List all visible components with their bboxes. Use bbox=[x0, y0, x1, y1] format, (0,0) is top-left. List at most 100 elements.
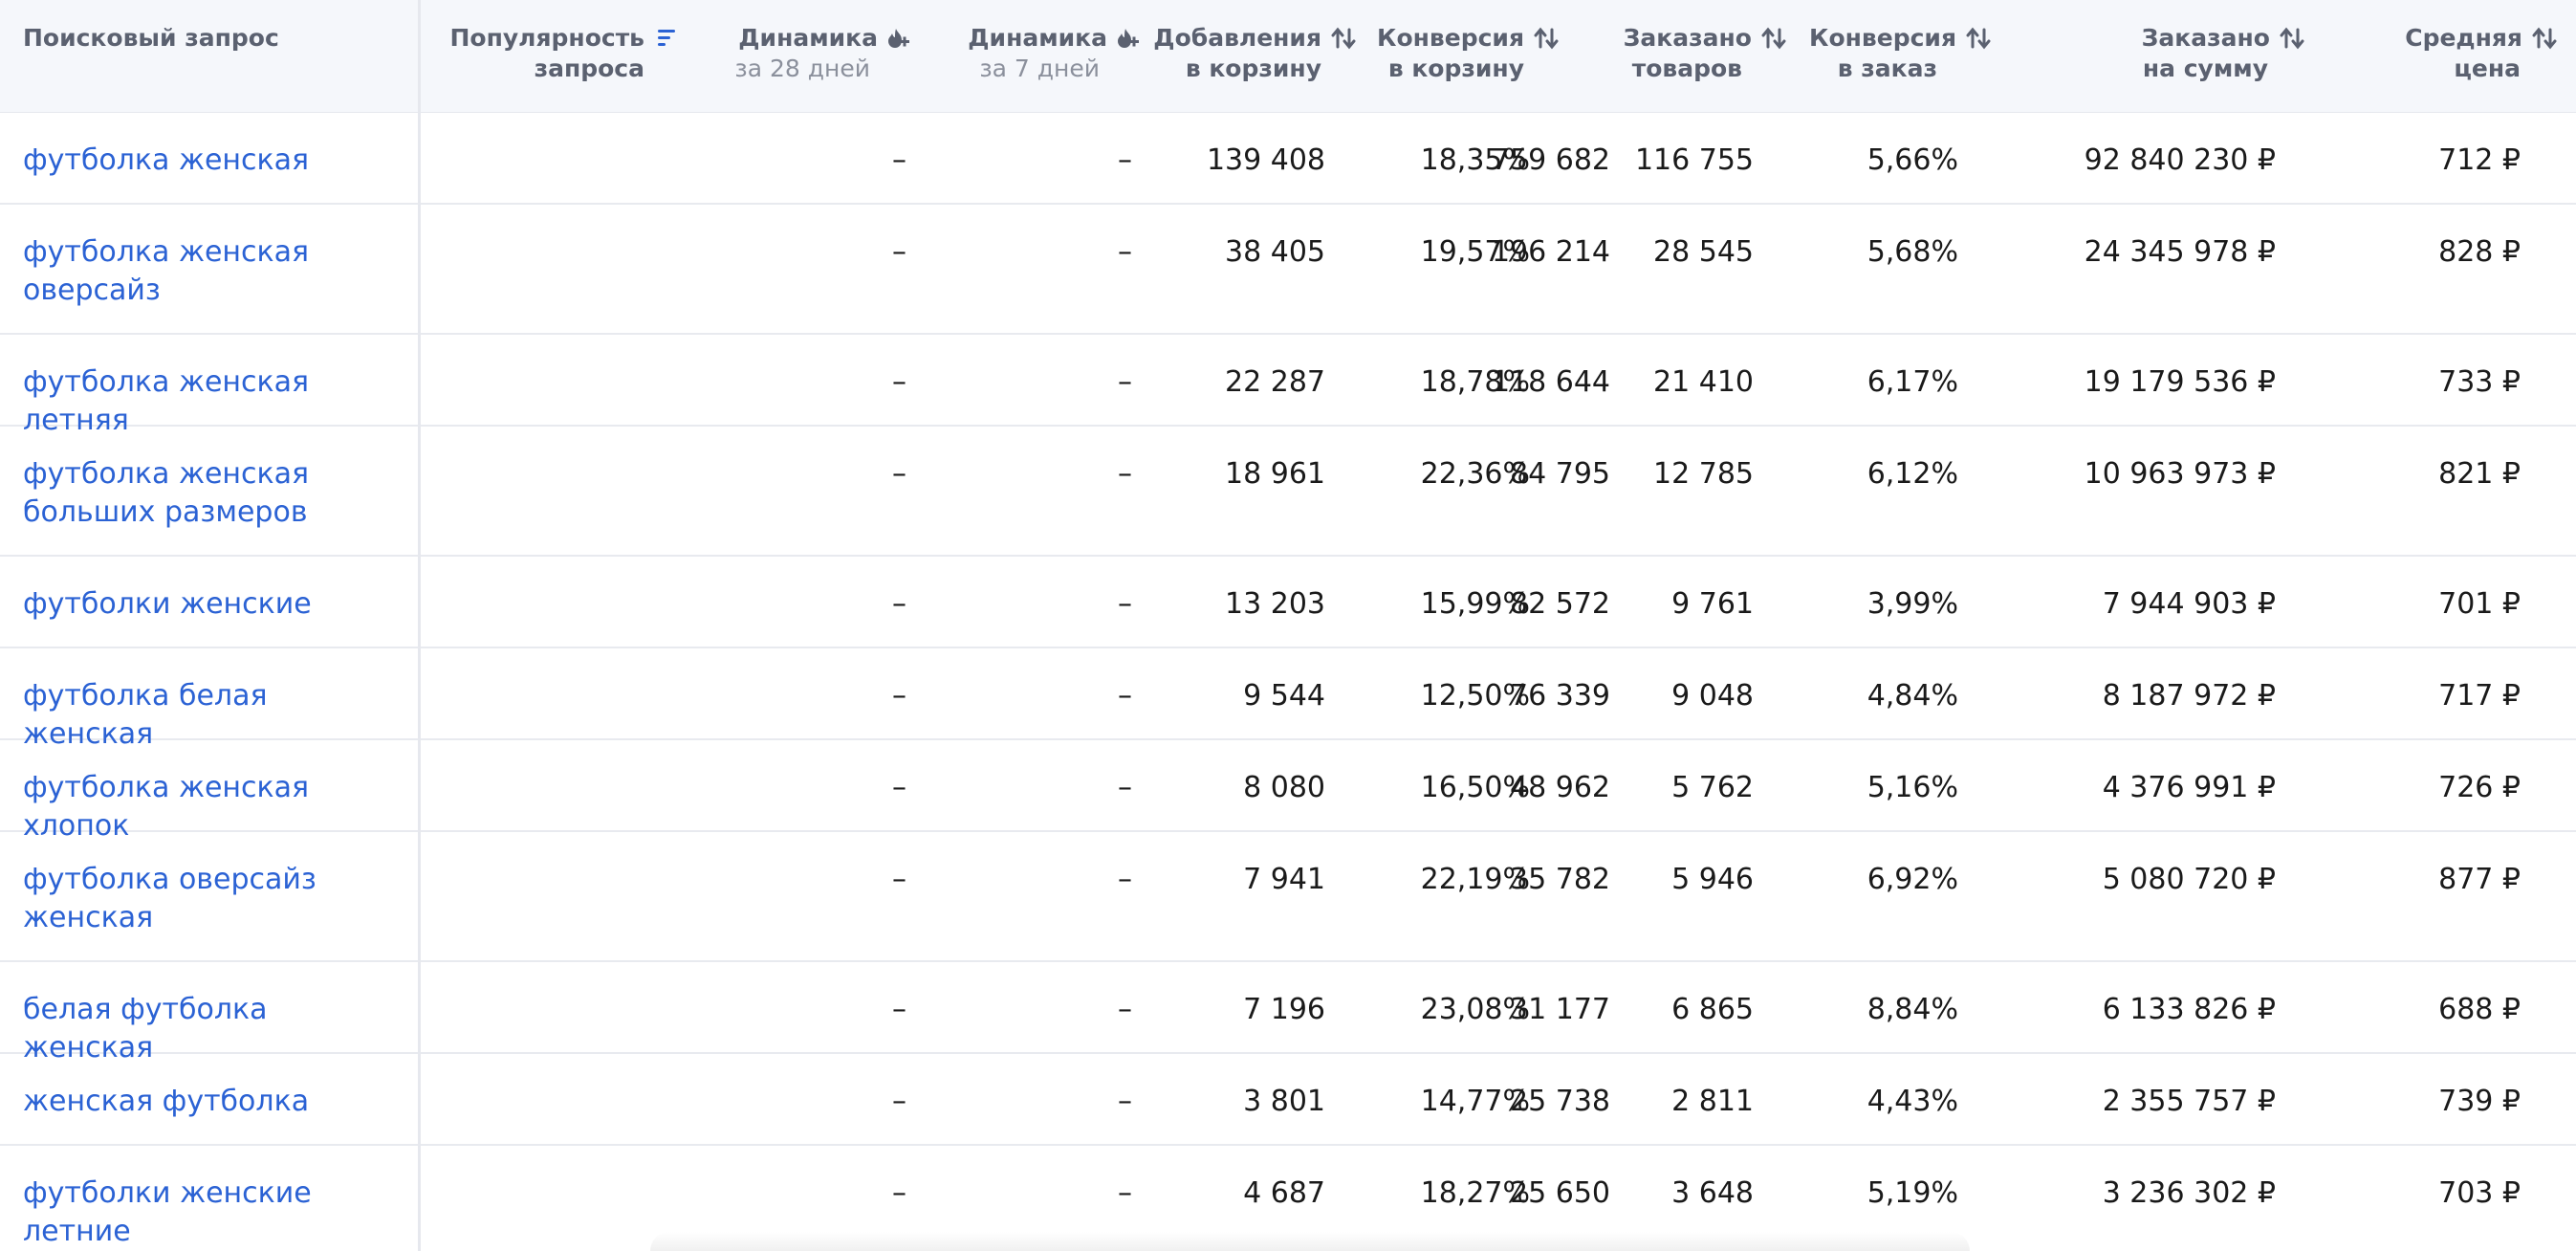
average-price-cell: 703 ₽ bbox=[2438, 1176, 2521, 1210]
query-link[interactable]: футболка женская больших размеров bbox=[23, 457, 310, 529]
header-conversion-order[interactable]: Конверсия в заказ bbox=[1809, 23, 1993, 84]
header-conv-cart-label: Конверсия bbox=[1377, 24, 1524, 52]
conversion-order-cell: 6,92% bbox=[1867, 863, 1958, 896]
table-row[interactable]: футболки женские летние 25 650 – – 4 687… bbox=[0, 1146, 2576, 1248]
ordered-sum-cell: 3 236 302 ₽ bbox=[2102, 1176, 2276, 1210]
dynamics-7-cell: – bbox=[1118, 235, 1132, 269]
average-price-cell: 821 ₽ bbox=[2438, 457, 2521, 491]
query-link[interactable]: белая футболка женская bbox=[23, 993, 268, 1064]
sort-arrows-icon[interactable] bbox=[1759, 26, 1788, 51]
conversion-order-cell: 4,43% bbox=[1867, 1085, 1958, 1118]
table-row[interactable]: белая футболка женская 31 177 – – 7 196 … bbox=[0, 962, 2576, 1064]
popularity-cell: 25 738 bbox=[1510, 1085, 1610, 1118]
header-dynamics-28[interactable]: Динамика за 28 дней bbox=[734, 23, 910, 84]
table-row[interactable]: футболка женская оверсайз 196 214 – – 38… bbox=[0, 205, 2576, 335]
table-row[interactable]: футболка женская хлопок 48 962 – – 8 080… bbox=[0, 740, 2576, 843]
ordered-sum-cell: 24 345 978 ₽ bbox=[2084, 235, 2276, 269]
conversion-cart-cell: 19,57% bbox=[1420, 235, 1530, 269]
ordered-items-cell: 5 946 bbox=[1671, 863, 1754, 896]
added-to-cart-cell: 13 203 bbox=[1225, 587, 1325, 621]
sort-arrows-icon[interactable] bbox=[2278, 26, 2306, 51]
added-to-cart-cell: 7 196 bbox=[1243, 993, 1325, 1026]
dynamics-28-cell: – bbox=[892, 1085, 906, 1118]
conversion-cart-cell: 18,78% bbox=[1420, 365, 1530, 399]
dynamics-28-cell: – bbox=[892, 143, 906, 177]
ordered-sum-cell: 5 080 720 ₽ bbox=[2102, 863, 2276, 896]
header-ordered-sum[interactable]: Заказано на сумму bbox=[2142, 23, 2306, 84]
header-avg-sublabel: цена bbox=[2454, 55, 2521, 82]
dynamics-28-cell: – bbox=[892, 993, 906, 1026]
header-added-to-cart[interactable]: Добавления в корзину bbox=[1153, 23, 1358, 84]
conversion-order-cell: 6,17% bbox=[1867, 365, 1958, 399]
added-to-cart-cell: 4 687 bbox=[1243, 1176, 1325, 1210]
header-conv-order-label: Конверсия bbox=[1809, 24, 1956, 52]
added-to-cart-cell: 22 287 bbox=[1225, 365, 1325, 399]
dynamics-28-cell: – bbox=[892, 679, 906, 713]
conversion-cart-cell: 16,50% bbox=[1420, 771, 1530, 804]
added-to-cart-cell: 38 405 bbox=[1225, 235, 1325, 269]
query-link[interactable]: футболка женская летняя bbox=[23, 365, 310, 437]
conversion-order-cell: 3,99% bbox=[1867, 587, 1958, 621]
table-row[interactable]: футболка женская больших размеров 84 795… bbox=[0, 427, 2576, 557]
header-dynamics-7[interactable]: Динамика за 7 дней bbox=[968, 23, 1140, 84]
ordered-items-cell: 21 410 bbox=[1653, 365, 1754, 399]
header-popularity-label: Популярность bbox=[449, 24, 645, 52]
query-link[interactable]: футболка оверсайз женская bbox=[23, 863, 317, 934]
added-to-cart-cell: 3 801 bbox=[1243, 1085, 1325, 1118]
popularity-cell: 759 682 bbox=[1491, 143, 1610, 177]
table-row[interactable]: женская футболка 25 738 – – 3 801 14,77%… bbox=[0, 1054, 2576, 1146]
query-link[interactable]: футболка белая женская bbox=[23, 679, 268, 751]
query-link[interactable]: футболки женские bbox=[23, 587, 312, 621]
popularity-cell: 76 339 bbox=[1510, 679, 1610, 713]
table-row[interactable]: футболка белая женская 76 339 – – 9 544 … bbox=[0, 648, 2576, 751]
sort-arrows-icon[interactable] bbox=[2530, 26, 2559, 51]
table-row[interactable]: футболка женская 759 682 – – 139 408 18,… bbox=[0, 113, 2576, 205]
header-average-price[interactable]: Средняя цена bbox=[2405, 23, 2559, 84]
flame-plus-icon bbox=[888, 29, 909, 48]
dynamics-7-cell: – bbox=[1118, 365, 1132, 399]
header-dyn7-sublabel: за 7 дней bbox=[979, 55, 1100, 82]
header-conversion-cart[interactable]: Конверсия в корзину bbox=[1377, 23, 1561, 84]
ordered-items-cell: 9 761 bbox=[1671, 587, 1754, 621]
conversion-order-cell: 4,84% bbox=[1867, 679, 1958, 713]
sort-arrows-icon[interactable] bbox=[1532, 26, 1561, 51]
query-link[interactable]: футболка женская хлопок bbox=[23, 771, 310, 843]
conversion-order-cell: 5,19% bbox=[1867, 1176, 1958, 1210]
header-popularity-sublabel: запроса bbox=[534, 55, 644, 82]
table-row[interactable]: футболка женская летняя 118 644 – – 22 2… bbox=[0, 335, 2576, 437]
conversion-order-cell: 5,68% bbox=[1867, 235, 1958, 269]
header-sum-sublabel: на сумму bbox=[2142, 55, 2268, 82]
dynamics-28-cell: – bbox=[892, 457, 906, 491]
header-query-label: Поисковый запрос bbox=[23, 24, 279, 52]
query-link[interactable]: футболка женская bbox=[23, 143, 310, 177]
header-popularity[interactable]: Популярность запроса bbox=[450, 23, 682, 84]
ordered-sum-cell: 92 840 230 ₽ bbox=[2084, 143, 2276, 177]
ordered-items-cell: 3 648 bbox=[1671, 1176, 1754, 1210]
dynamics-28-cell: – bbox=[892, 863, 906, 896]
ordered-sum-cell: 6 133 826 ₽ bbox=[2102, 993, 2276, 1026]
average-price-cell: 712 ₽ bbox=[2438, 143, 2521, 177]
sort-arrows-icon[interactable] bbox=[1964, 26, 1993, 51]
popularity-cell: 82 572 bbox=[1510, 587, 1610, 621]
popularity-cell: 84 795 bbox=[1510, 457, 1610, 491]
conversion-cart-cell: 22,36% bbox=[1420, 457, 1530, 491]
table-header: Поисковый запрос Популярность запроса Ди… bbox=[0, 0, 2576, 113]
dynamics-7-cell: – bbox=[1118, 1176, 1132, 1210]
average-price-cell: 726 ₽ bbox=[2438, 771, 2521, 804]
query-link[interactable]: женская футболка bbox=[23, 1085, 310, 1118]
sticky-column-divider bbox=[418, 0, 421, 1251]
table-row[interactable]: футболка оверсайз женская 35 782 – – 7 9… bbox=[0, 832, 2576, 962]
query-link[interactable]: футболки женские летние bbox=[23, 1176, 312, 1248]
query-link[interactable]: футболка женская оверсайз bbox=[23, 235, 310, 307]
sort-arrows-icon[interactable] bbox=[1329, 26, 1358, 51]
ordered-sum-cell: 7 944 903 ₽ bbox=[2102, 587, 2276, 621]
average-price-cell: 733 ₽ bbox=[2438, 365, 2521, 399]
header-dyn28-sublabel: за 28 дней bbox=[734, 55, 870, 82]
dynamics-28-cell: – bbox=[892, 1176, 906, 1210]
sort-descending-icon[interactable] bbox=[652, 26, 681, 51]
ordered-sum-cell: 4 376 991 ₽ bbox=[2102, 771, 2276, 804]
popularity-cell: 48 962 bbox=[1510, 771, 1610, 804]
dynamics-7-cell: – bbox=[1118, 679, 1132, 713]
table-row[interactable]: футболки женские 82 572 – – 13 203 15,99… bbox=[0, 557, 2576, 648]
header-ordered-items[interactable]: Заказано товаров bbox=[1624, 23, 1788, 84]
